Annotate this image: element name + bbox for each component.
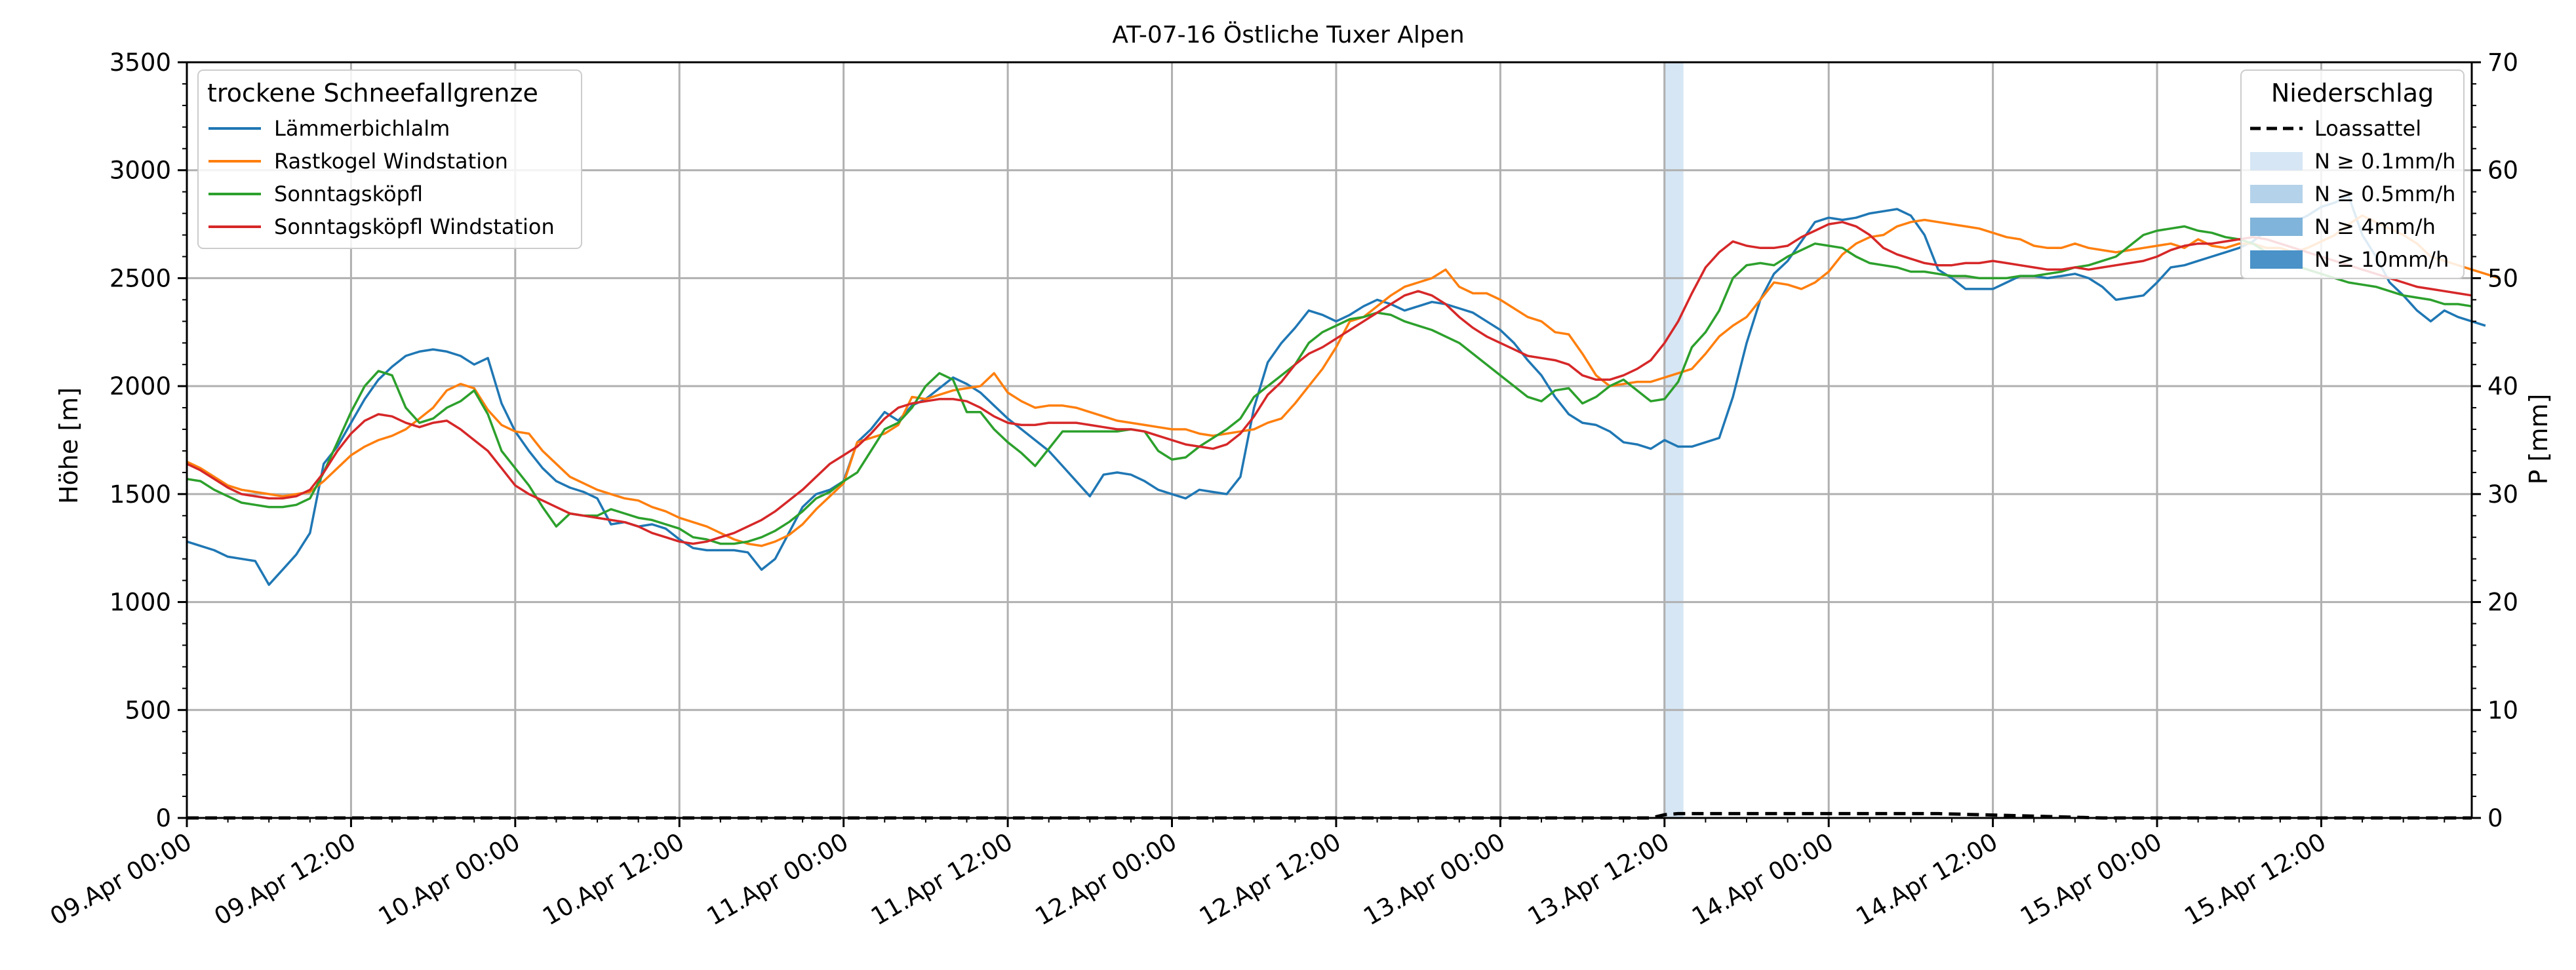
- x-tick-label: 11.Apr 12:00: [866, 828, 1017, 931]
- legend-entry-label: Sonntagsköpfl: [274, 182, 423, 206]
- y2-tick-label: 0: [2487, 804, 2503, 832]
- plot-frame: [186, 61, 2473, 819]
- x-tick-label: 12.Apr 00:00: [1031, 828, 1181, 931]
- x-tick-label: 09.Apr 12:00: [209, 828, 360, 931]
- legend-entry-label: N ≥ 10mm/h: [2314, 247, 2449, 272]
- x-tick-label: 11.Apr 00:00: [702, 828, 853, 931]
- y-tick-label: 3500: [109, 48, 171, 77]
- y-tick-label: 1500: [109, 480, 171, 509]
- x-tick-label: 12.Apr 12:00: [1195, 828, 1345, 931]
- y-tick-label: 2500: [109, 264, 171, 292]
- series-line-l-mmerbichlalm: [186, 195, 2486, 586]
- y2-tick-label: 30: [2487, 480, 2518, 509]
- x-tick-label: 10.Apr 12:00: [538, 828, 688, 931]
- y-tick-label: 0: [155, 804, 171, 832]
- legend-entry-label: Lämmerbichlalm: [274, 116, 450, 141]
- legend-title: trockene Schneefallgrenze: [207, 79, 538, 107]
- legend-title: Niederschlag: [2271, 79, 2434, 107]
- legend-box: [197, 69, 582, 249]
- y-tick-label: 500: [125, 696, 171, 724]
- legend-precipitation: Niederschlag Loassattel N ≥ 0.1mm/h N ≥ 0.5…: [2240, 69, 2465, 279]
- legend-swatch: [2250, 185, 2303, 203]
- legend-swatch: [2250, 218, 2303, 236]
- y2-tick-label: 40: [2487, 372, 2518, 400]
- legend-snowfall: trockene Schneefallgrenze Lämmerbichlalm R…: [197, 69, 582, 249]
- legend-entry-label: Loassattel: [2314, 116, 2421, 141]
- precip-line-loassattel: [187, 811, 2472, 820]
- legend-swatch: [2250, 152, 2303, 170]
- y2-tick-label: 60: [2487, 157, 2518, 185]
- y2-tick-label: 50: [2487, 264, 2518, 292]
- x-tick-label: 13.Apr 12:00: [1523, 828, 1674, 931]
- legend-entry-label: N ≥ 0.1mm/h: [2314, 149, 2455, 174]
- y-tick-label: 1000: [109, 589, 171, 617]
- y-tick-label: 3000: [109, 157, 171, 185]
- series-lines: [186, 195, 2500, 820]
- legend-entry-label: Sonntagsköpfl Windstation: [274, 214, 555, 239]
- series-line-sonntagsk-pfl-windstation: [186, 221, 2472, 545]
- chart-title: AT-07-16 Östliche Tuxer Alpen: [1112, 21, 1464, 48]
- series-line-sonntagsk-pfl: [186, 225, 2472, 545]
- x-tick-label: 13.Apr 00:00: [1358, 828, 1509, 931]
- y-tick-label: 2000: [109, 372, 171, 400]
- y2-tick-label: 10: [2487, 696, 2518, 724]
- y2-tick-label: 20: [2487, 589, 2518, 617]
- y2-tick-label: 70: [2487, 48, 2518, 77]
- x-tick-label: 14.Apr 00:00: [1687, 828, 1838, 931]
- x-tick-label: 15.Apr 12:00: [2180, 828, 2331, 931]
- x-tick-label: 15.Apr 00:00: [2015, 828, 2166, 931]
- y2-axis-label: P [mm]: [2524, 394, 2553, 485]
- legend-entry-label: N ≥ 4mm/h: [2314, 214, 2436, 239]
- legend-swatch: [2250, 250, 2303, 269]
- legend-entry-label: Rastkogel Windstation: [274, 149, 508, 174]
- x-tick-label: 14.Apr 12:00: [1852, 828, 2002, 931]
- legend-entry-label: N ≥ 0.5mm/h: [2314, 182, 2455, 206]
- x-tick-label: 09.Apr 00:00: [45, 828, 196, 931]
- y-axis-label: Höhe [m]: [54, 387, 83, 504]
- x-tick-label: 10.Apr 00:00: [374, 828, 525, 931]
